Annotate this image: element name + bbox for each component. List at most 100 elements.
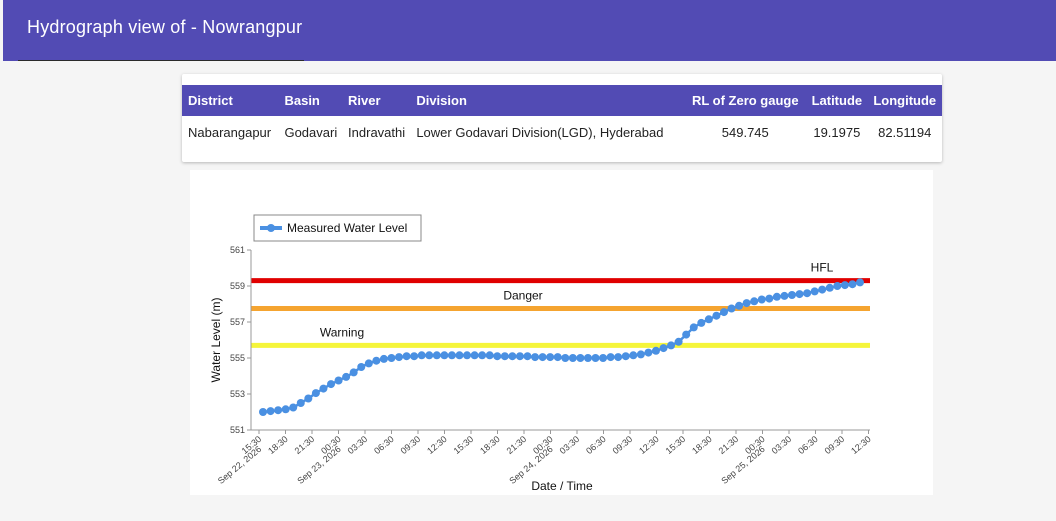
data-point[interactable]	[289, 403, 298, 412]
data-point[interactable]	[765, 294, 774, 303]
data-point[interactable]	[402, 352, 411, 361]
data-point[interactable]	[651, 346, 660, 355]
data-point[interactable]	[281, 405, 290, 414]
data-point[interactable]	[311, 389, 320, 398]
data-point[interactable]	[470, 351, 479, 360]
data-point[interactable]	[531, 353, 540, 362]
data-point[interactable]	[304, 394, 313, 403]
data-point[interactable]	[727, 304, 736, 313]
data-point[interactable]	[447, 351, 456, 360]
cell-latitude: 19.1975	[813, 125, 861, 140]
data-point[interactable]	[493, 352, 502, 361]
data-point[interactable]	[818, 285, 827, 294]
data-point[interactable]	[636, 350, 645, 359]
data-point[interactable]	[848, 280, 857, 289]
data-point[interactable]	[659, 344, 668, 353]
data-point[interactable]	[644, 348, 653, 357]
table-header-row: District Basin River Division RL of Zero…	[182, 85, 942, 116]
column-header-rl-zero-gauge: RL of Zero gauge	[684, 85, 807, 116]
y-tick-label: 555	[230, 353, 245, 363]
chart-legend[interactable]: Measured Water Level	[253, 214, 422, 242]
data-point[interactable]	[674, 337, 683, 346]
data-point[interactable]	[500, 352, 509, 361]
legend-label[interactable]: Measured Water Level	[287, 221, 407, 235]
data-point[interactable]	[417, 351, 426, 360]
data-point[interactable]	[704, 315, 713, 324]
ref-label-hfl: HFL	[811, 261, 834, 275]
data-point[interactable]	[787, 291, 796, 299]
data-point[interactable]	[395, 353, 404, 362]
x-tick-label: 12:30	[849, 434, 873, 456]
data-point[interactable]	[757, 295, 766, 304]
y-axis-title: Water Level (m)	[209, 298, 223, 383]
data-point[interactable]	[546, 353, 555, 362]
data-point[interactable]	[629, 351, 638, 360]
data-point[interactable]	[742, 299, 751, 308]
data-point[interactable]	[349, 368, 358, 377]
data-point[interactable]	[856, 278, 864, 287]
data-point[interactable]	[387, 354, 396, 362]
column-header-basin: Basin	[278, 85, 343, 116]
data-point[interactable]	[259, 408, 267, 416]
y-tick-label: 553	[230, 389, 245, 399]
data-point[interactable]	[795, 290, 804, 299]
data-point[interactable]	[478, 351, 487, 360]
y-tick-label: 557	[230, 317, 245, 327]
data-point[interactable]	[372, 356, 381, 365]
column-header-division: Division	[410, 85, 685, 116]
data-point[interactable]	[780, 291, 789, 300]
data-point[interactable]	[334, 376, 343, 385]
x-tick-label: 03:30	[346, 434, 370, 456]
data-point[interactable]	[576, 354, 585, 362]
data-point[interactable]	[342, 372, 351, 381]
data-point[interactable]	[682, 330, 691, 339]
data-point[interactable]	[825, 283, 834, 292]
x-tick-label: 18:30	[266, 434, 290, 456]
data-point[interactable]	[357, 363, 366, 371]
x-tick-label: 21:30	[505, 434, 529, 456]
data-point[interactable]	[508, 352, 517, 361]
data-point[interactable]	[379, 354, 388, 363]
data-point[interactable]	[667, 341, 676, 350]
data-point[interactable]	[319, 384, 328, 393]
data-point[interactable]	[485, 351, 494, 360]
data-point[interactable]	[425, 351, 434, 360]
data-point[interactable]	[364, 359, 373, 368]
data-point[interactable]	[833, 282, 842, 290]
data-point[interactable]	[712, 311, 721, 320]
data-point[interactable]	[568, 354, 577, 362]
data-point[interactable]	[463, 351, 472, 360]
x-tick-label: 18:30	[478, 434, 502, 456]
data-point[interactable]	[772, 292, 781, 301]
data-point[interactable]	[561, 354, 570, 362]
data-point[interactable]	[614, 353, 623, 362]
station-info-table: District Basin River Division RL of Zero…	[182, 85, 942, 149]
data-point[interactable]	[440, 351, 449, 360]
data-point[interactable]	[266, 407, 275, 416]
data-point[interactable]	[606, 353, 615, 362]
data-point[interactable]	[523, 352, 532, 361]
data-point[interactable]	[719, 308, 728, 317]
data-point[interactable]	[599, 354, 608, 362]
data-point[interactable]	[583, 354, 592, 362]
data-point[interactable]	[810, 287, 819, 296]
cell-basin: Godavari	[284, 125, 338, 140]
data-point[interactable]	[735, 301, 744, 310]
data-point[interactable]	[553, 353, 562, 362]
data-point[interactable]	[455, 351, 464, 360]
data-point[interactable]	[840, 281, 849, 290]
data-point[interactable]	[591, 354, 600, 362]
data-point[interactable]	[538, 353, 547, 362]
data-point[interactable]	[697, 318, 706, 327]
data-point[interactable]	[689, 323, 698, 332]
data-point[interactable]	[750, 297, 759, 306]
data-point[interactable]	[432, 351, 441, 360]
data-point[interactable]	[296, 399, 305, 407]
data-point[interactable]	[274, 406, 283, 415]
data-point[interactable]	[410, 352, 419, 361]
y-tick-label: 559	[230, 281, 245, 291]
data-point[interactable]	[621, 352, 630, 361]
data-point[interactable]	[515, 352, 524, 361]
data-point[interactable]	[803, 289, 812, 298]
data-point[interactable]	[327, 380, 336, 389]
